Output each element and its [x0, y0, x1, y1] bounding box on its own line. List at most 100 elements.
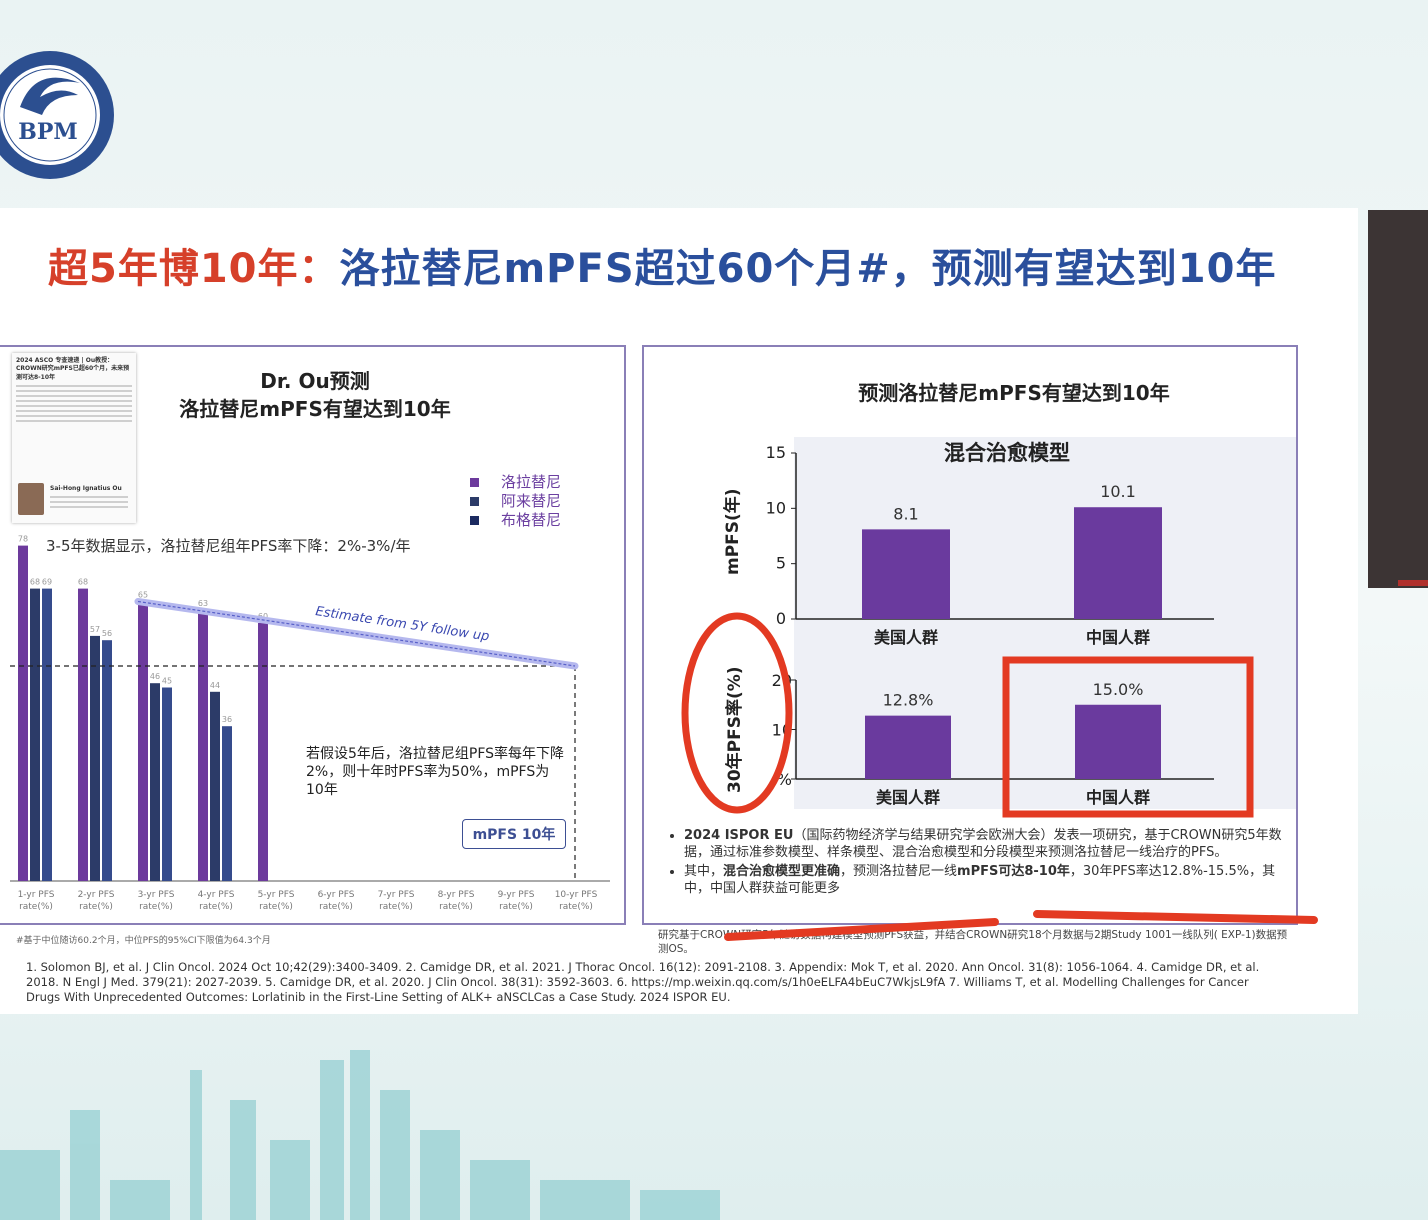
slide-title-blue: 洛拉替尼mPFS超过60个月#，预测有望达到10年 — [339, 246, 1277, 292]
x-tick-label: 4-yr PFS — [198, 890, 235, 900]
right-chart-panel: 预测洛拉替尼mPFS有望达到10年 0 5 10 15 混合治愈模型 mPFS(年) 8.1… — [642, 345, 1298, 925]
bar-中国人群 — [1075, 704, 1161, 779]
bullet2-mid: ，预测洛拉替尼一线 — [840, 864, 958, 879]
left-chart-title: Dr. Ou预测 洛拉替尼mPFS有望达到10年 — [150, 367, 480, 423]
legend-swatch — [470, 497, 479, 506]
side-video-panel — [1368, 210, 1428, 588]
pfs-rate-bar-chart: 1-yr PFS rate(%) 2-yr PFS rate(%) 3-yr PFS ra… — [10, 535, 610, 912]
slide-title: 超5年博10年：洛拉替尼mPFS超过60个月#，预测有望达到10年 — [48, 236, 1276, 294]
value-label: 8.1 — [893, 504, 918, 523]
x-tick-label: 7-yr PFS — [378, 890, 415, 900]
data-label: 44 — [210, 681, 220, 690]
x-tick-label: rate(%) — [199, 902, 233, 912]
bar-布格替尼 — [222, 726, 232, 881]
paper-title: 2024 ASCO 专查速递 | Ou教授：CROWN研究mPFS已超60个月，… — [16, 357, 130, 381]
legend-item: 阿来替尼 — [470, 492, 561, 511]
x-tick-label: 8-yr PFS — [438, 890, 475, 900]
paper-author: Sai-Hong Ignatius Ou — [50, 485, 122, 492]
data-label: 78 — [18, 535, 28, 544]
text-line — [16, 415, 132, 418]
x-tick-label: 2-yr PFS — [78, 890, 115, 900]
legend-label: 洛拉替尼 — [501, 473, 562, 491]
slide: 超5年博10年：洛拉替尼mPFS超过60个月#，预测有望达到10年 2024 A… — [0, 208, 1358, 1014]
data-label: 68 — [30, 578, 40, 587]
legend-swatch — [470, 478, 479, 487]
legend-swatch — [470, 516, 479, 525]
y-tick-label: % — [777, 770, 792, 789]
data-label: 65 — [138, 591, 148, 600]
x-tick-label: rate(%) — [559, 902, 593, 912]
bar-阿来替尼 — [90, 635, 100, 881]
y-axis-label: 30年PFS率(%) — [724, 666, 745, 793]
legend-label: 阿来替尼 — [501, 492, 562, 510]
bpm-logo: BPM — [0, 51, 114, 179]
skyline-decoration — [0, 1050, 720, 1220]
bullet2-pre: 其中， — [684, 864, 724, 879]
value-label: 12.8% — [883, 691, 934, 710]
data-label: 45 — [162, 677, 172, 686]
value-label: 10.1 — [1100, 482, 1136, 501]
estimate-trend-line — [137, 600, 576, 667]
right-footnote: 研究基于CROWN研究5年随访数据构建模型预测PFS获益，并结合CROWN研究1… — [658, 929, 1288, 955]
x-tick-label: rate(%) — [259, 902, 293, 912]
bullet-model: 其中，混合治愈模型更准确，预测洛拉替尼一线mPFS可达8-10年，30年PFS率… — [684, 863, 1284, 897]
x-tick-label: 3-yr PFS — [138, 890, 175, 900]
x-tick-label: 中国人群 — [1086, 628, 1150, 647]
y-tick-label: 15 — [766, 443, 786, 462]
x-tick-label: 9-yr PFS — [498, 890, 535, 900]
logo-text: BPM — [18, 119, 78, 145]
legend-item: 洛拉替尼 — [470, 473, 561, 492]
references: 1. Solomon BJ, et al. J Clin Oncol. 2024… — [26, 960, 1260, 1004]
bar-布格替尼 — [162, 687, 172, 881]
text-line — [50, 506, 128, 509]
mpfs-10yr-box: mPFS 10年 — [462, 819, 566, 849]
left-chart-title-line2: 洛拉替尼mPFS有望达到10年 — [179, 397, 451, 421]
bar-洛拉替尼 — [78, 588, 88, 881]
data-label: 63 — [198, 599, 208, 608]
slide-title-red: 超5年博10年： — [48, 246, 340, 292]
data-label: 36 — [222, 715, 232, 724]
text-line — [16, 410, 132, 413]
bullet2-rest: ，30年PFS率达12.8%-15.5%，其中，中国人群获益可能更多 — [684, 864, 1276, 896]
note-decline: 3-5年数据显示，洛拉替尼组年PFS率下降：2%-3%/年 — [46, 537, 411, 555]
y-tick-label: 0 — [776, 609, 786, 628]
data-label: 56 — [102, 629, 112, 638]
left-chart-panel: 2024 ASCO 专查速递 | Ou教授：CROWN研究mPFS已超60个月，… — [0, 345, 626, 925]
note-assumption: 若假设5年后，洛拉替尼组PFS率每年下降2%，则十年时PFS率为50%，mPFS… — [306, 746, 565, 798]
author-avatar — [18, 483, 44, 515]
bar-中国人群 — [1074, 507, 1162, 619]
y-tick-label: 20 — [772, 671, 792, 690]
bar-洛拉替尼 — [138, 601, 148, 881]
text-line — [50, 496, 128, 499]
y-axis-label: mPFS(年) — [722, 488, 743, 575]
x-tick-label: 中国人群 — [1086, 788, 1150, 807]
x-tick-label: rate(%) — [19, 902, 53, 912]
bar-洛拉替尼 — [258, 623, 268, 881]
left-legend: 洛拉替尼 阿来替尼 布格替尼 — [470, 473, 561, 530]
bullet1-bold: 2024 ISPOR EU — [684, 828, 794, 843]
paper-thumbnail: 2024 ASCO 专查速递 | Ou教授：CROWN研究mPFS已超60个月，… — [12, 353, 136, 523]
right-chart-title: 预测洛拉替尼mPFS有望达到10年 — [858, 381, 1170, 405]
value-label: 15.0% — [1093, 680, 1144, 699]
chart-subtitle: 混合治愈模型 — [944, 441, 1070, 465]
bar-洛拉替尼 — [18, 545, 28, 881]
x-tick-label: 5-yr PFS — [258, 890, 295, 900]
bullet-ispor: 2024 ISPOR EU（国际药物经济学与结果研究学会欧洲大会）发表一项研究，… — [684, 827, 1284, 861]
y-tick-label: 10 — [772, 721, 792, 740]
x-tick-label: 10-yr PFS — [555, 890, 598, 900]
side-red-mark — [1398, 580, 1428, 586]
bar-美国人群 — [862, 529, 950, 619]
text-line — [16, 390, 132, 393]
x-tick-label: rate(%) — [79, 902, 113, 912]
bar-阿来替尼 — [30, 588, 40, 881]
left-footnote: #基于中位随访60.2个月，中位PFS的95%CI下限值为64.3个月 — [16, 936, 271, 946]
y-tick-label: 5 — [776, 554, 786, 573]
x-tick-label: rate(%) — [319, 902, 353, 912]
bullet1-text: （国际药物经济学与结果研究学会欧洲大会）发表一项研究，基于CROWN研究5年数据… — [684, 828, 1282, 860]
y-tick-label: 10 — [766, 498, 786, 517]
data-label: 57 — [90, 625, 100, 634]
bar-布格替尼 — [42, 588, 52, 881]
bullet2-bold2: mPFS可达8-10年 — [957, 864, 1070, 879]
x-tick-label: rate(%) — [499, 902, 533, 912]
legend-label: 布格替尼 — [501, 511, 562, 529]
